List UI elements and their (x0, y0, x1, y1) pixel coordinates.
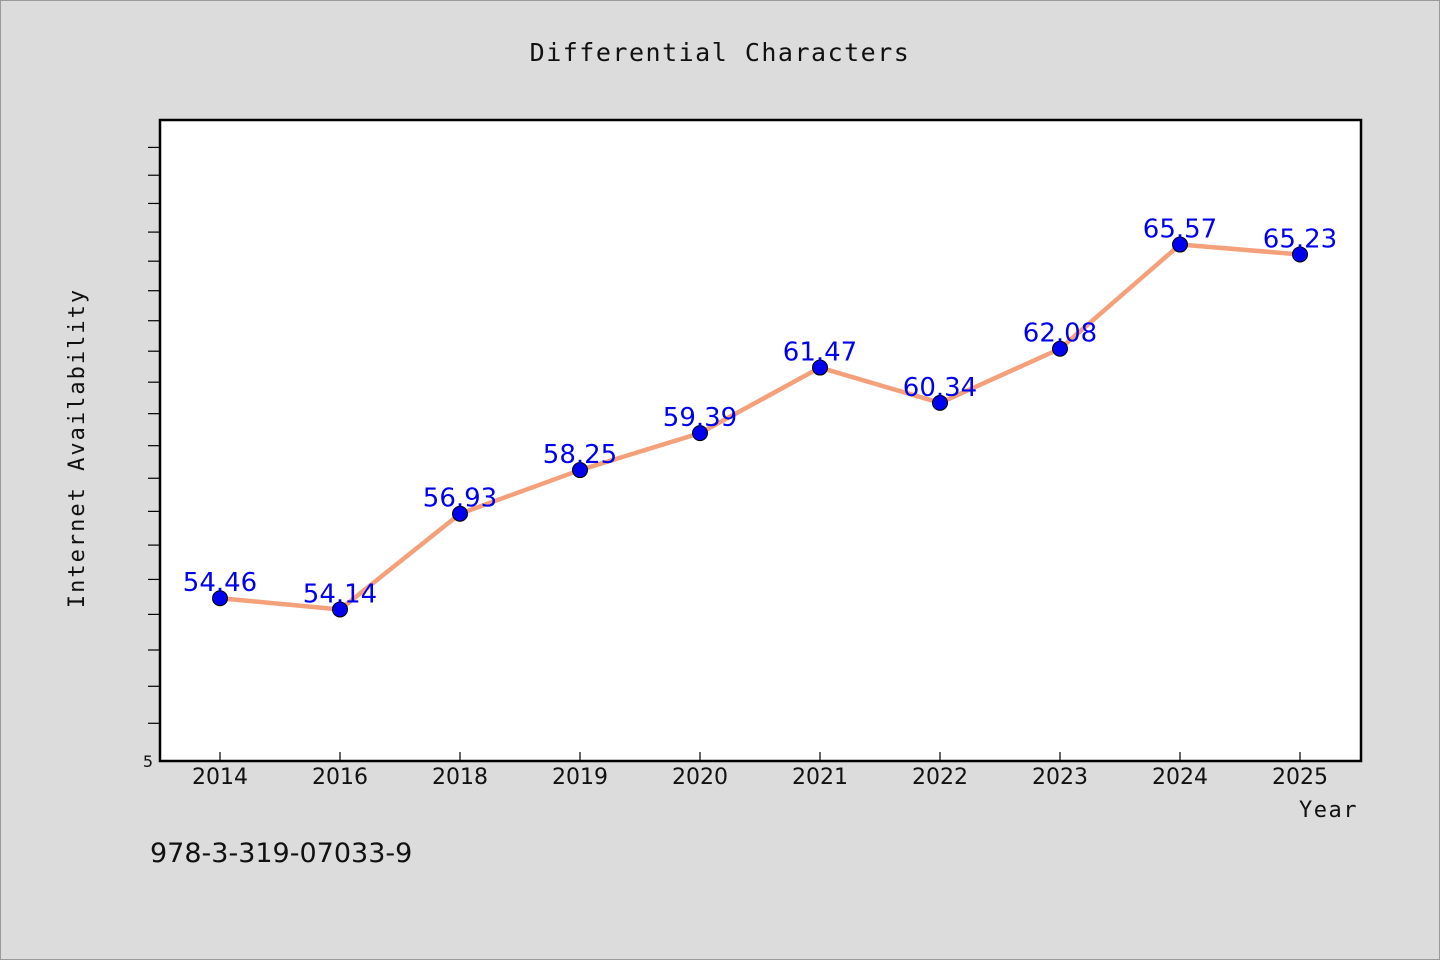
data-label: 54.46 (183, 568, 257, 598)
series-points-group (212, 236, 1308, 618)
x-tick-label: 2023 (1032, 765, 1088, 790)
data-label: 58.25 (543, 440, 617, 470)
data-label: 62.08 (1023, 319, 1097, 349)
x-tick-label: 2021 (792, 765, 848, 790)
data-point (1052, 340, 1068, 357)
x-tick-label: 2025 (1272, 765, 1328, 790)
data-labels-group: 54.46 54.14 56.93 58.25 59.39 61.47 60.34 62.08… (183, 215, 1337, 610)
x-axis-label: Year (1299, 798, 1358, 823)
data-label: 65.23 (1263, 224, 1337, 254)
data-label: 54.14 (303, 579, 377, 609)
x-tick-label: 2019 (552, 765, 608, 790)
y-axis-label: Internet Availability (65, 288, 90, 608)
data-point (1292, 246, 1308, 263)
series-line-group (219, 242, 1301, 612)
data-point (932, 394, 948, 411)
data-point (812, 359, 828, 376)
data-point (692, 425, 708, 442)
x-axis-ticks: 2014 2016 2018 2019 2020 2021 2022 2023 2024 2025 (192, 752, 1328, 790)
isbn-footer-text: 978-3-319-07033-9 (150, 838, 412, 869)
y-tick-label: 5 (143, 752, 153, 771)
x-tick-label: 2016 (312, 765, 368, 790)
data-label: 60.34 (903, 373, 977, 403)
data-label: 61.47 (783, 338, 857, 368)
data-point (572, 462, 588, 479)
series-line (219, 242, 1301, 612)
x-tick-label: 2014 (192, 765, 248, 790)
data-point (1172, 236, 1188, 253)
x-tick-label: 2018 (432, 765, 488, 790)
x-tick-label: 2024 (1152, 765, 1208, 790)
chart-title: Differential Characters (530, 38, 911, 67)
data-point (212, 590, 228, 607)
plot-area (158, 118, 1363, 763)
data-point (452, 505, 468, 522)
x-tick-label: 2020 (672, 765, 728, 790)
data-label: 65.57 (1143, 215, 1217, 245)
x-tick-label: 2022 (912, 765, 968, 790)
y-axis-ticks: 5 (143, 146, 160, 771)
data-label: 56.93 (423, 484, 497, 514)
data-point (332, 601, 348, 618)
data-label: 59.39 (663, 403, 737, 433)
